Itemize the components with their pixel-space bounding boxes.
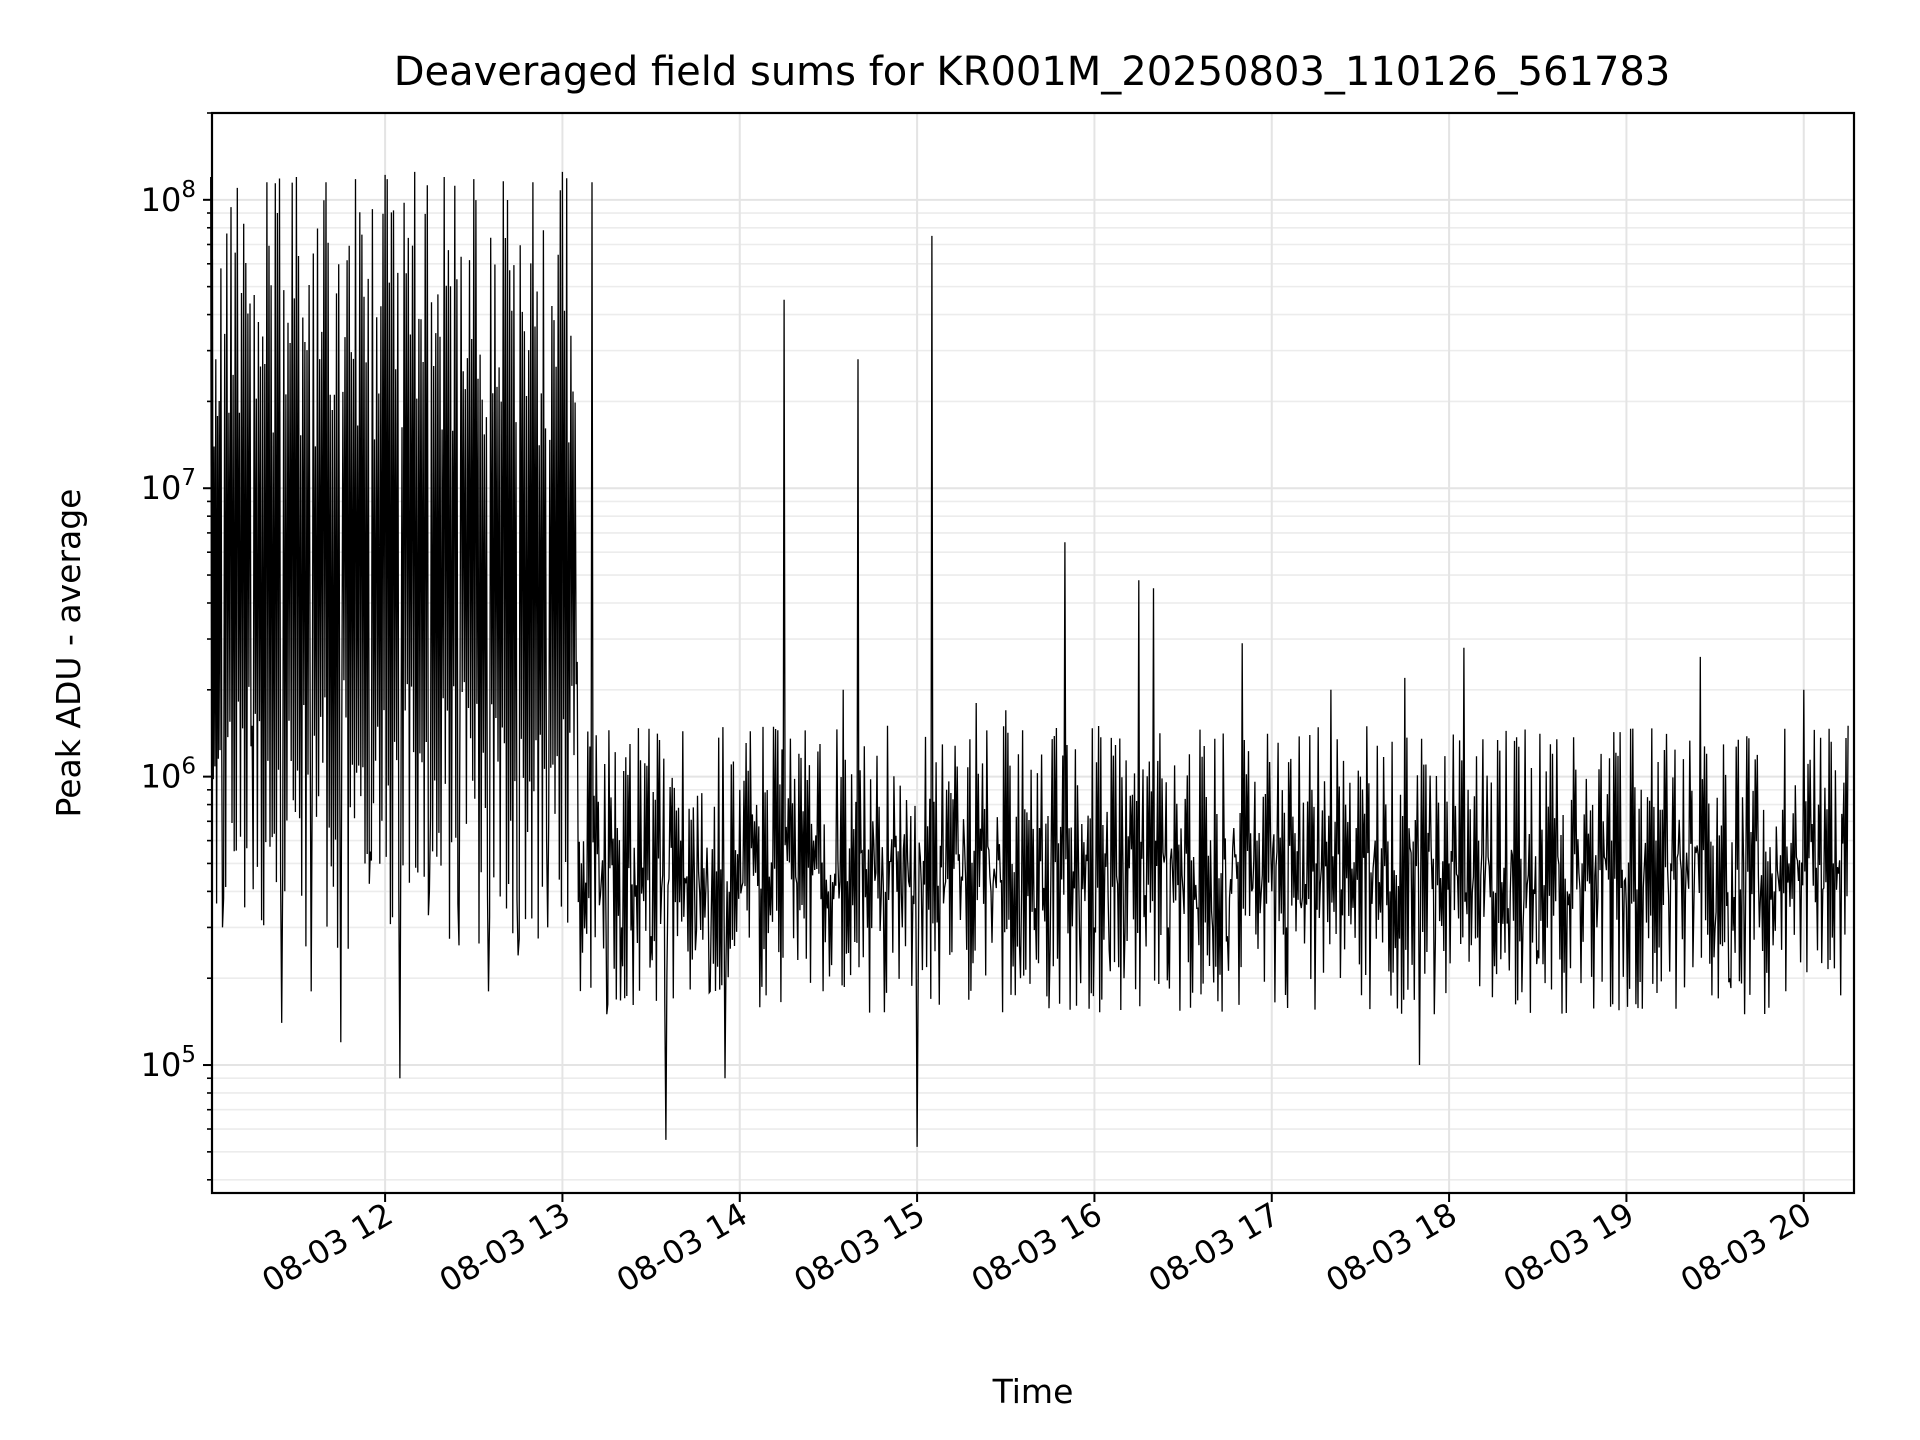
major-gridlines <box>212 113 1854 1193</box>
chart-title: Deaveraged field sums for KR001M_2025080… <box>394 49 1671 95</box>
y-axis-title: Peak ADU - average <box>49 489 88 818</box>
y-tick-label: 108 <box>141 177 196 219</box>
y-tick-label: 107 <box>141 465 196 507</box>
y-axis: 105 106 107 108 <box>141 112 212 1181</box>
plot-frame <box>210 111 1856 1195</box>
y-tick-label: 106 <box>141 754 196 796</box>
x-axis-title: Time <box>992 1372 1074 1411</box>
y-tick-label: 105 <box>141 1042 196 1084</box>
plot-background <box>212 113 1854 1193</box>
series-line <box>210 171 1849 1147</box>
plot-area <box>210 111 1856 1195</box>
series-layer <box>210 171 1849 1147</box>
